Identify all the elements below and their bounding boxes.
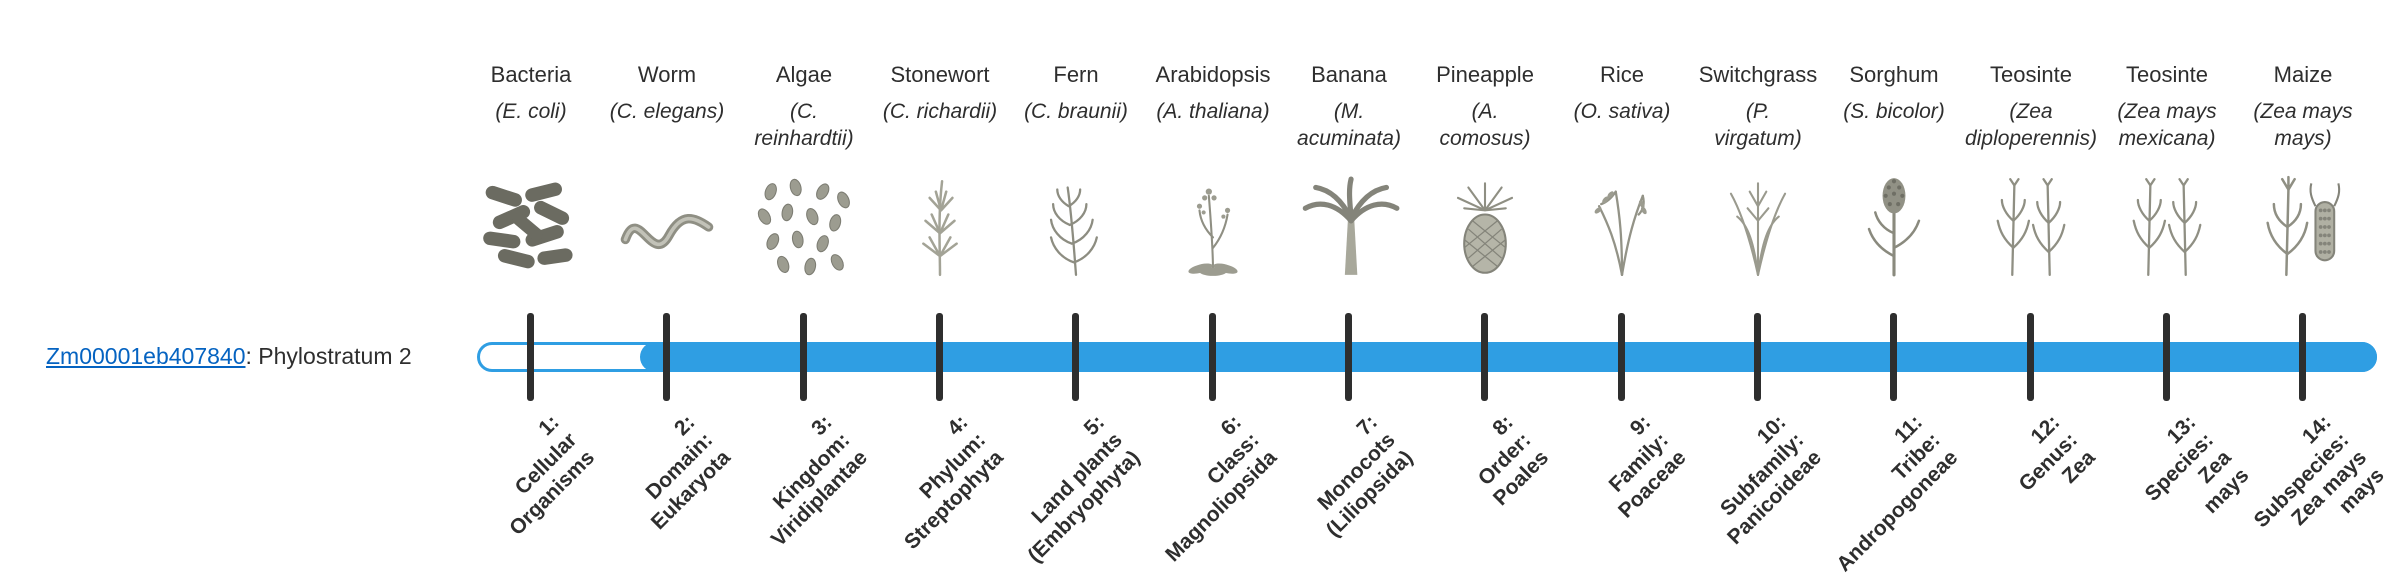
- algae-icon: [752, 172, 856, 282]
- teosinte-icon: [1979, 172, 2083, 282]
- organism-name: Sorghum: [1849, 62, 1939, 87]
- phylostratum-bar-fill: [640, 342, 2377, 372]
- stratum-label: 1: Cellular Organisms: [505, 410, 600, 540]
- stratum-label: 12: Genus: Zea: [2014, 410, 2100, 496]
- stratum-tick: [1754, 313, 1761, 401]
- worm-icon: [615, 172, 719, 282]
- stratum-label: 7: Monocots (Liliopsida): [1313, 410, 1418, 542]
- organism-scientific-name: (O. sativa): [1573, 100, 1671, 123]
- arabidopsis-icon: [1161, 172, 1265, 282]
- stratum-label: 2: Domain: Eukaryota: [641, 410, 736, 535]
- stratum-label: 13: Species: Zea mays: [2140, 410, 2254, 518]
- stratum-tick: [663, 313, 670, 401]
- stratum-tick: [1345, 313, 1352, 401]
- organism-scientific-name: (Zea diploperennis): [1965, 100, 2097, 150]
- organism-scientific-name: (P. virgatum): [1714, 100, 1802, 150]
- maize-icon: [2251, 172, 2355, 282]
- organism-scientific-name: (Zea mays mays): [2253, 100, 2353, 150]
- stratum-tick: [1072, 313, 1079, 401]
- organism-scientific-name: (E. coli): [495, 100, 567, 123]
- organism-scientific-name: (S. bicolor): [1843, 100, 1945, 123]
- stratum-label: 4: Phylum: Streptophyta: [900, 410, 1009, 554]
- gene-id-link[interactable]: Zm00001eb407840: [46, 343, 246, 369]
- stratum-label: 11: Tribe: Andropogoneae: [1832, 410, 1963, 577]
- banana-icon: [1297, 172, 1401, 282]
- gene-label: Zm00001eb407840: Phylostratum 2: [46, 343, 412, 370]
- stratum-label: 5: Land plants (Embryophyta): [1023, 410, 1145, 568]
- gene-phylostratum-text: : Phylostratum 2: [245, 343, 412, 369]
- stratum-tick: [800, 313, 807, 401]
- organism-name: Bacteria: [490, 62, 572, 87]
- organism-scientific-name: (C. richardii): [882, 100, 998, 123]
- organism-name: Worm: [637, 62, 697, 87]
- stonewort-icon: [888, 172, 992, 282]
- rice-icon: [1570, 172, 1674, 282]
- bacteria-icon: [479, 172, 583, 282]
- organism-scientific-name: (C. braunii): [1024, 100, 1128, 123]
- stratum-tick: [1618, 313, 1625, 401]
- organism-scientific-name: (C. reinhardtii): [754, 100, 854, 150]
- organism-name: Rice: [1599, 62, 1645, 87]
- organism-name: Switchgrass: [1698, 62, 1818, 87]
- organism-name: Teosinte: [1990, 62, 2072, 87]
- stratum-label: 6: Class: Magnoliopsida: [1161, 410, 1282, 567]
- stratum-tick: [2163, 313, 2170, 401]
- sorghum-icon: [1842, 172, 1946, 282]
- stratum-tick: [2299, 313, 2306, 401]
- stratum-tick: [1890, 313, 1897, 401]
- stratum-tick: [2027, 313, 2034, 401]
- organism-scientific-name: (Zea mays mexicana): [2117, 100, 2217, 150]
- stratum-tick: [1481, 313, 1488, 401]
- stratum-label: 14: Subspecies: Zea mays mays: [2249, 410, 2390, 533]
- pineapple-icon: [1433, 172, 1537, 282]
- stratum-tick: [1209, 313, 1216, 401]
- organism-name: Banana: [1311, 62, 1387, 87]
- organism-scientific-name: (A. comosus): [1439, 100, 1531, 150]
- switchgrass-icon: [1706, 172, 1810, 282]
- teosinte-icon: [2115, 172, 2219, 282]
- organism-scientific-name: (C. elegans): [609, 100, 725, 123]
- organism-name: Pineapple: [1436, 62, 1534, 87]
- organism-scientific-name: (M. acuminata): [1297, 100, 1401, 150]
- organism-name: Algae: [775, 62, 833, 87]
- organism-name: Maize: [2273, 62, 2333, 87]
- stratum-tick: [527, 313, 534, 401]
- organism-scientific-name: (A. thaliana): [1156, 100, 1270, 123]
- organism-name: Teosinte: [2126, 62, 2208, 87]
- stratum-label: 3: Kingdom: Viridiplantae: [767, 410, 873, 552]
- organism-name: Fern: [1053, 62, 1099, 87]
- organism-name: Arabidopsis: [1155, 62, 1271, 87]
- fern-icon: [1024, 172, 1128, 282]
- stratum-label: 9: Family: Poaceae: [1604, 410, 1691, 523]
- stratum-tick: [936, 313, 943, 401]
- organism-name: Stonewort: [890, 62, 990, 87]
- stratum-label: 8: Order: Poales: [1473, 410, 1554, 511]
